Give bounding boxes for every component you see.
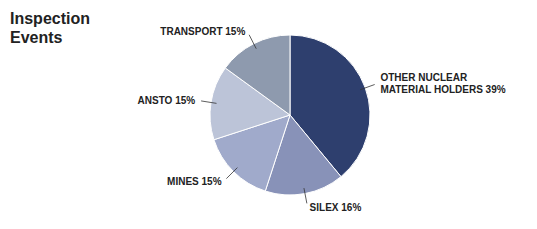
slice-label: MINES 15% (167, 176, 222, 187)
leader-line (304, 188, 307, 203)
slice-label: TRANSPORT 15% (160, 26, 245, 37)
chart: InspectionEvents OTHER NUCLEARMATERIAL HO… (0, 0, 537, 229)
title: InspectionEvents (10, 10, 90, 46)
slice-label: ANSTO 15% (138, 95, 196, 106)
leader-line (201, 101, 216, 103)
pie-slice (225, 35, 290, 115)
leader-line (249, 35, 256, 49)
slice-label: OTHER NUCLEARMATERIAL HOLDERS 39% (380, 72, 505, 95)
slice-label: SILEX 16% (310, 202, 362, 213)
leader-line (226, 168, 237, 179)
pie (210, 35, 370, 195)
labels (201, 35, 375, 204)
leader-line (360, 85, 375, 90)
